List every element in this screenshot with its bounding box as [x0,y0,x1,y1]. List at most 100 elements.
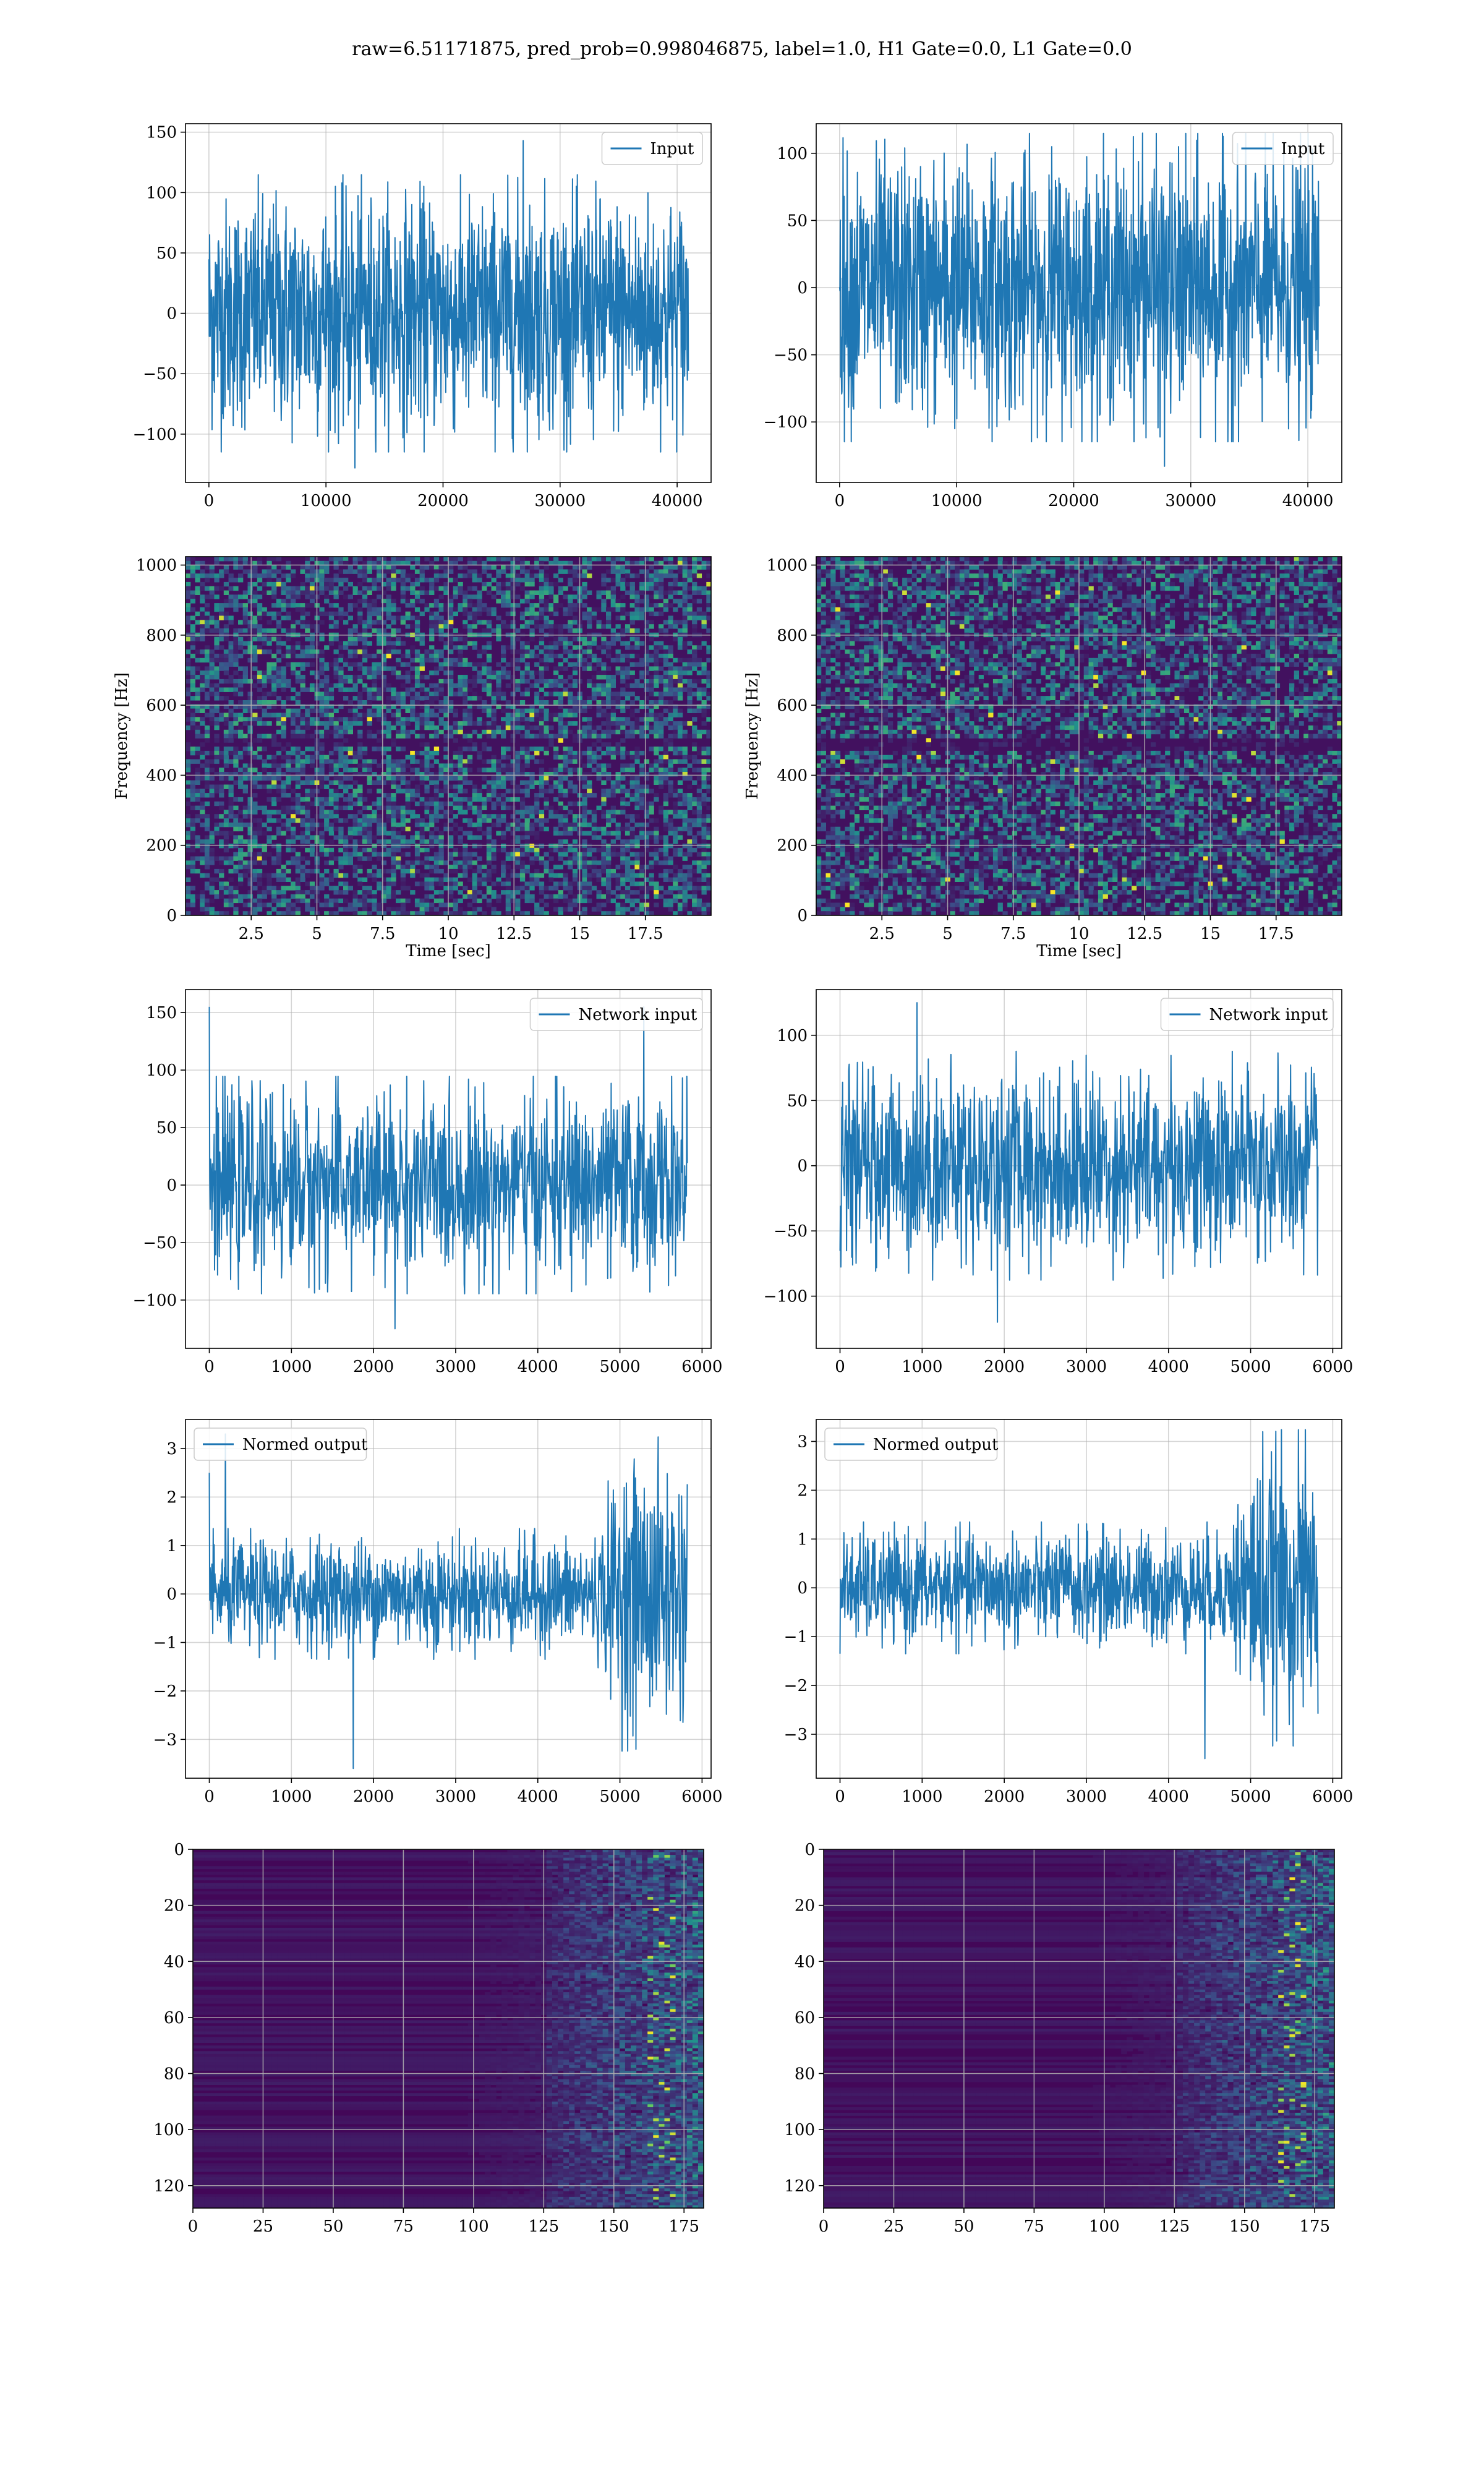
spec-l1-xtick-label: 17.5 [1258,925,1294,943]
normed-h1-ytick-label: 0 [166,1585,177,1604]
normed-l1-xtick-label: 1000 [902,1787,942,1806]
normed-h1-frame [185,1419,712,1779]
netinput-h1-xtick-label: 5000 [599,1358,640,1376]
input-l1-ytick-label: −50 [774,346,808,365]
feat-l1-xtick-label: 25 [884,2217,904,2236]
feat-l1-plot-area [824,1849,1334,2208]
netinput-l1-xtick-label: 4000 [1148,1358,1189,1376]
normed-h1-xtick-label: 0 [204,1787,215,1806]
netinput-l1-xtick-label: 0 [835,1358,845,1376]
feat-l1-xtick-label: 125 [1159,2217,1190,2236]
spec-l1-cells [816,557,1342,915]
spec-h1-xtick-label: 15 [569,925,590,943]
feat-l1-grid [824,1849,1334,2208]
feat-l1-xtick-label: 50 [953,2217,974,2236]
netinput-h1-ytick-label: 100 [146,1061,177,1080]
input-h1-xtick-label: 0 [204,492,215,510]
netinput-h1-xtick-label: 4000 [518,1358,558,1376]
spec-h1-ytick-label: 0 [166,907,177,925]
spec-l1-ytick-label: 400 [777,766,808,785]
input-h1-ytick-label: 0 [166,305,177,323]
spec-h1-ytick-label: 800 [146,627,177,645]
normed-l1-frame [816,1419,1342,1779]
spec-h1-xtick-label: 17.5 [628,925,663,943]
input-h1-xtick-label: 10000 [301,492,352,510]
spec-l1-plot-area [816,557,1342,915]
normed-h1-ytick-label: 2 [166,1488,177,1507]
spec-l1-ytick-label: 600 [777,696,808,715]
netinput-l1-plot-area [816,990,1342,1348]
normed-h1-xtick-label: 6000 [681,1787,722,1806]
spec-h1-grid [186,557,711,915]
normed-h1-ytick-label: 1 [166,1537,177,1556]
netinput-h1-ytick-label: 150 [146,1004,177,1022]
input-h1-xtick-label: 20000 [417,492,469,510]
spec-l1-xtick-label: 15 [1200,925,1221,943]
spec-l1-ytick-label: 1000 [767,557,808,575]
normed-l1-ytick-label: −1 [784,1628,808,1646]
normed-l1-ytick-label: −3 [784,1726,808,1744]
normed-l1-ytick-label: −2 [784,1677,808,1695]
input-h1-plot-area [186,124,711,482]
feat-h1-xtick-label: 50 [323,2217,343,2236]
normed-h1-ytick-label: −2 [153,1682,177,1701]
netinput-l1-xtick-label: 5000 [1230,1358,1271,1376]
feat-h1-xtick-label: 150 [599,2217,629,2236]
feat-h1-plot-area [193,1849,704,2208]
spec-h1-ylabel: Frequency [Hz] [113,672,131,800]
feat-l1-ytick-label: 40 [795,1953,815,1971]
netinput-h1-xtick-label: 3000 [435,1358,476,1376]
feat-h1-ytick-label: 40 [164,1953,184,1971]
normed-l1-xtick-label: 6000 [1312,1787,1353,1806]
normed-h1-legend: Normed output [194,1427,368,1461]
netinput-h1-xtick-label: 0 [204,1358,215,1376]
netinput-l1-xtick-label: 3000 [1066,1358,1107,1376]
spec-l1-xtick-label: 2.5 [869,925,895,943]
netinput-h1-ytick-label: −100 [133,1291,177,1310]
netinput-h1-series-line [208,1006,688,1330]
input-h1-ytick-label: 100 [146,184,177,202]
normed-h1-xtick-label: 4000 [518,1787,558,1806]
netinput-h1-ytick-label: 0 [166,1176,177,1195]
normed-l1-ytick-label: 0 [797,1579,808,1598]
netinput-h1-frame [185,989,712,1349]
spec-l1-xtick-label: 12.5 [1127,925,1162,943]
netinput-h1-legend-label: Network input [579,1006,697,1024]
input-l1-plot-area [816,124,1342,482]
input-h1-legend: Input [601,132,703,165]
spec-l1-xtick-label: 10 [1068,925,1089,943]
netinput-l1-legend-label: Network input [1209,1006,1328,1024]
spec-h1-plot-area [186,557,711,915]
netinput-l1-ytick-label: −50 [774,1222,808,1241]
input-l1-xtick-label: 40000 [1282,492,1334,510]
spec-h1-ytick-label: 1000 [136,557,177,575]
netinput-l1-ytick-label: 0 [797,1157,808,1176]
spec-l1-xlabel: Time [sec] [1036,942,1122,961]
input-h1-frame [185,123,712,483]
input-l1-ytick-label: 100 [777,145,808,163]
netinput-h1-xtick-label: 2000 [353,1358,394,1376]
feat-h1-ytick-label: 100 [153,2121,184,2139]
normed-l1-xtick-label: 3000 [1066,1787,1107,1806]
netinput-l1-series-line [839,1002,1319,1323]
input-h1-axes: 0 10000 20000 30000 40000 −100 −50 0 50 100 150 Inp… [133,123,712,510]
netinput-l1-ytick-label: 50 [787,1092,808,1110]
feat-h1-xtick-label: 75 [393,2217,414,2236]
netinput-h1-axes: 0 1000 2000 3000 4000 5000 6000 −100 −50 0 50 100 15… [133,989,722,1376]
netinput-h1-xtick-label: 6000 [681,1358,722,1376]
input-h1-ytick-label: −100 [133,426,177,444]
spec-h1-xtick-label: 7.5 [370,925,395,943]
feat-h1-ytick-label: 80 [164,2065,184,2084]
normed-h1-legend-label: Normed output [242,1436,368,1454]
feat-l1-ytick-label: 80 [795,2065,815,2084]
input-l1-legend: Input [1232,132,1334,165]
spec-h1-ytick-label: 600 [146,696,177,715]
spec-h1-ytick-label: 200 [146,837,177,855]
netinput-l1-xtick-label: 2000 [984,1358,1025,1376]
spec-l1-grid [816,557,1342,915]
normed-l1-xtick-label: 4000 [1148,1787,1189,1806]
normed-l1-xtick-label: 0 [835,1787,845,1806]
spec-h1-xtick-label: 12.5 [496,925,532,943]
normed-h1-xtick-label: 2000 [353,1787,394,1806]
normed-h1-plot-area [186,1419,711,1778]
